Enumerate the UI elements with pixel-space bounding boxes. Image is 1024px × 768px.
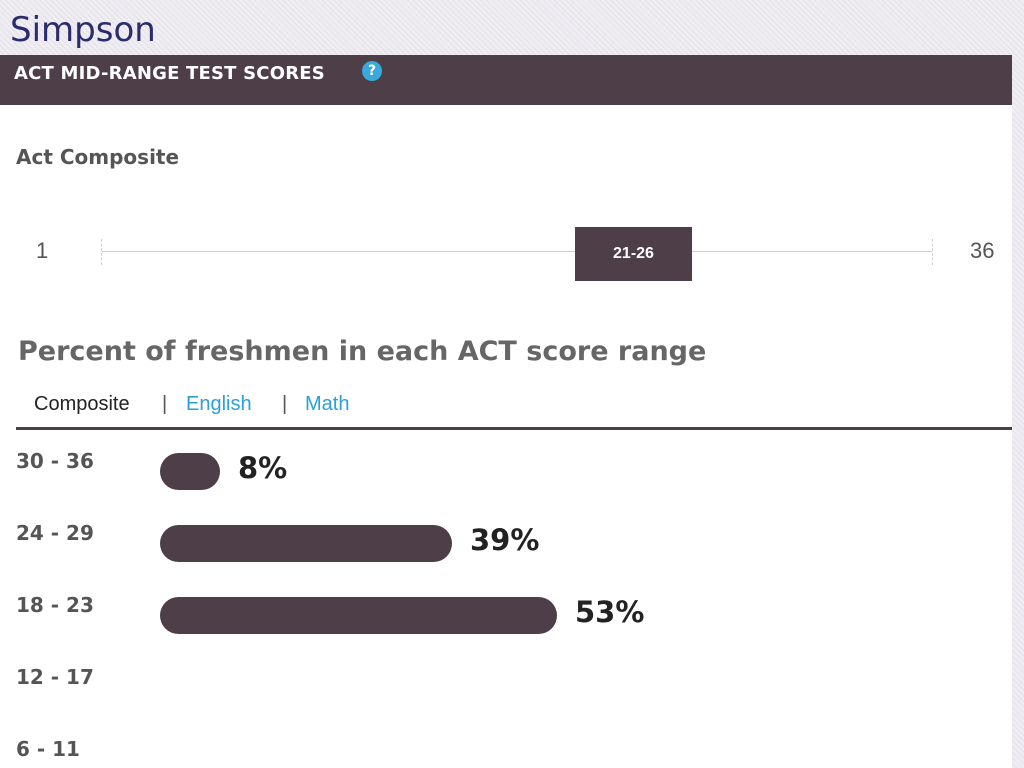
- mid-range-marker: 21-26: [575, 227, 692, 281]
- bar-value-label: 53%: [575, 595, 645, 629]
- range-tick-left: [101, 239, 103, 265]
- category-label: 24 - 29: [16, 521, 94, 545]
- category-label: 18 - 23: [16, 593, 94, 617]
- act-scores-panel: ACT MID-RANGE TEST SCORES ? Act Composit…: [0, 55, 1012, 768]
- panel-header: ACT MID-RANGE TEST SCORES ?: [0, 55, 1012, 105]
- tab-separator: |: [282, 393, 288, 415]
- category-label: 30 - 36: [16, 449, 94, 473]
- bar-value-label: 8%: [238, 451, 288, 485]
- tabs-divider: [16, 427, 1012, 430]
- tab-separator: |: [162, 393, 168, 415]
- bar: [160, 525, 452, 562]
- range-max-label: 36: [970, 238, 995, 263]
- tab-english[interactable]: English: [186, 393, 252, 415]
- school-title: Simpson: [10, 10, 156, 50]
- category-label: 12 - 17: [16, 665, 94, 689]
- distribution-title: Percent of freshmen in each ACT score ra…: [18, 336, 707, 367]
- range-min-label: 1: [36, 238, 49, 263]
- score-distribution-chart: 30 - 36 8% 24 - 29 39% 18 - 23 53% 12 - 17 6 - …: [0, 435, 1012, 768]
- category-label: 6 - 11: [16, 737, 80, 761]
- panel-header-title: ACT MID-RANGE TEST SCORES: [14, 63, 325, 84]
- bar: [160, 597, 557, 634]
- bar: [160, 453, 220, 490]
- bar-value-label: 39%: [470, 523, 540, 557]
- act-composite-label: Act Composite: [16, 145, 180, 169]
- tab-math[interactable]: Math: [305, 393, 350, 415]
- range-tick-right: [932, 239, 934, 265]
- question-circle-icon[interactable]: ?: [362, 61, 382, 81]
- tab-composite[interactable]: Composite: [34, 393, 130, 415]
- range-track: [102, 251, 932, 252]
